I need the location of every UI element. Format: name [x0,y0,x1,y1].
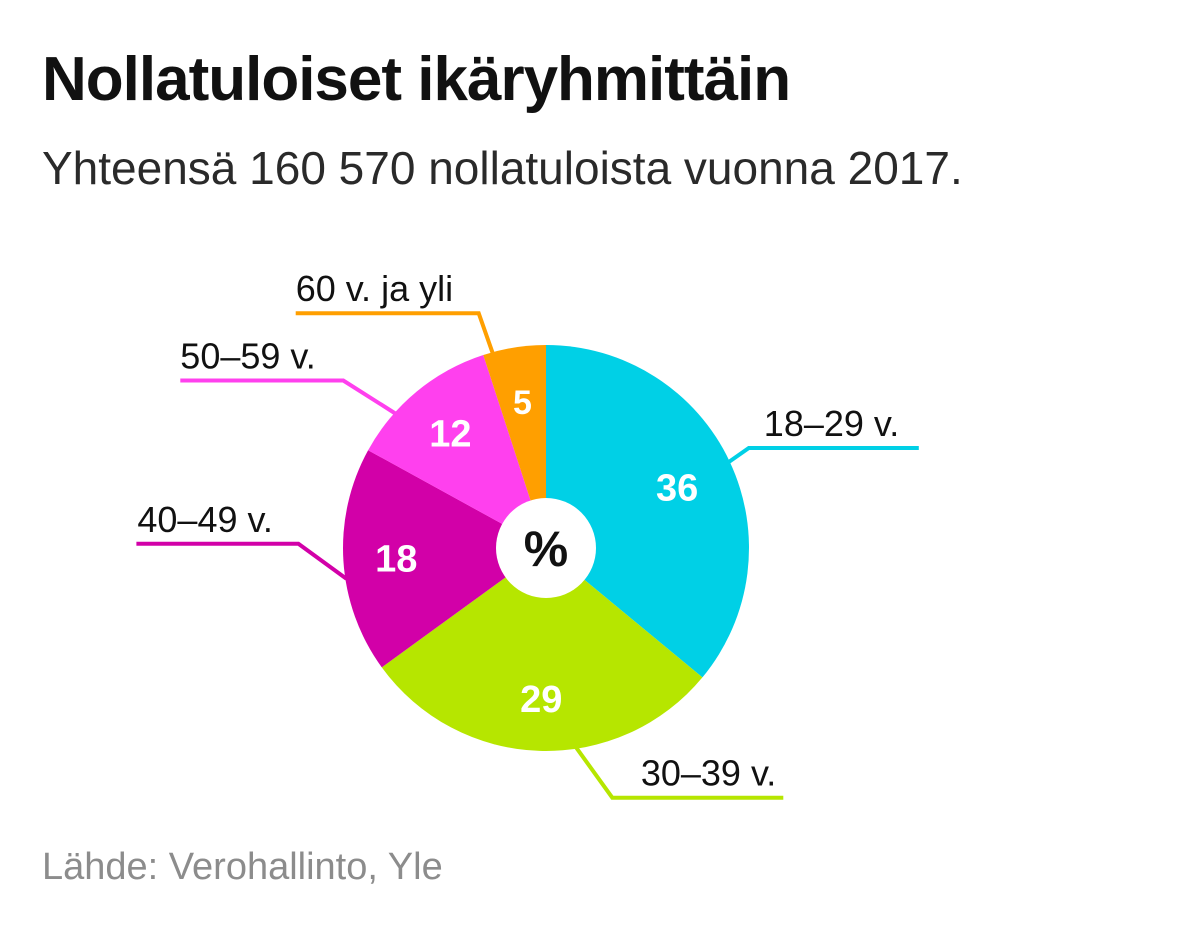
source-note: Lähde: Verohallinto, Yle [42,846,443,888]
leader-line-30-39-v [574,746,784,800]
pie-slice-18-29-v [546,345,749,678]
leader-line-18-29-v [727,446,919,464]
leader-line-50-59-v [180,378,397,416]
pie-slice-50-59-v [368,354,546,548]
donut-center-hole [496,498,596,598]
category-label-60-v-ja-yli: 60 v. ja yli [296,268,453,309]
slices-layer [342,345,749,751]
pie-slice-60-v-ja-yli [483,345,546,548]
leader-line-40-49-v [136,541,348,581]
slice-value-label-60-v-ja-yli: 5 [513,384,532,422]
pie-slice-40-49-v [342,450,546,668]
category-label-18-29-v: 18–29 v. [764,403,899,444]
chart-subtitle: Yhteensä 160 570 nollatuloista vuonna 20… [42,142,963,194]
pie-slice-30-39-v [381,548,703,751]
leader-lines-layer: 18–29 v. 30–39 v. 40–49 v. 50–59 v. 60 v. ja… [136,268,919,800]
category-label-50-59-v: 50–59 v. [180,336,315,377]
category-label-40-49-v: 40–49 v. [137,499,272,540]
center-percent-label: % [524,521,568,577]
value-labels-layer: 36 29 18 12 5 [375,384,698,721]
slice-value-label-50-59-v: 12 [429,413,471,455]
chart-title: Nollatuloiset ikäryhmittäin [42,45,791,114]
slice-value-label-18-29-v: 36 [656,467,698,509]
slice-value-label-40-49-v: 18 [375,538,417,580]
slice-value-label-30-39-v: 29 [520,679,562,721]
leader-line-60-v-ja-yli [295,311,495,354]
category-label-30-39-v: 30–39 v. [641,753,776,794]
